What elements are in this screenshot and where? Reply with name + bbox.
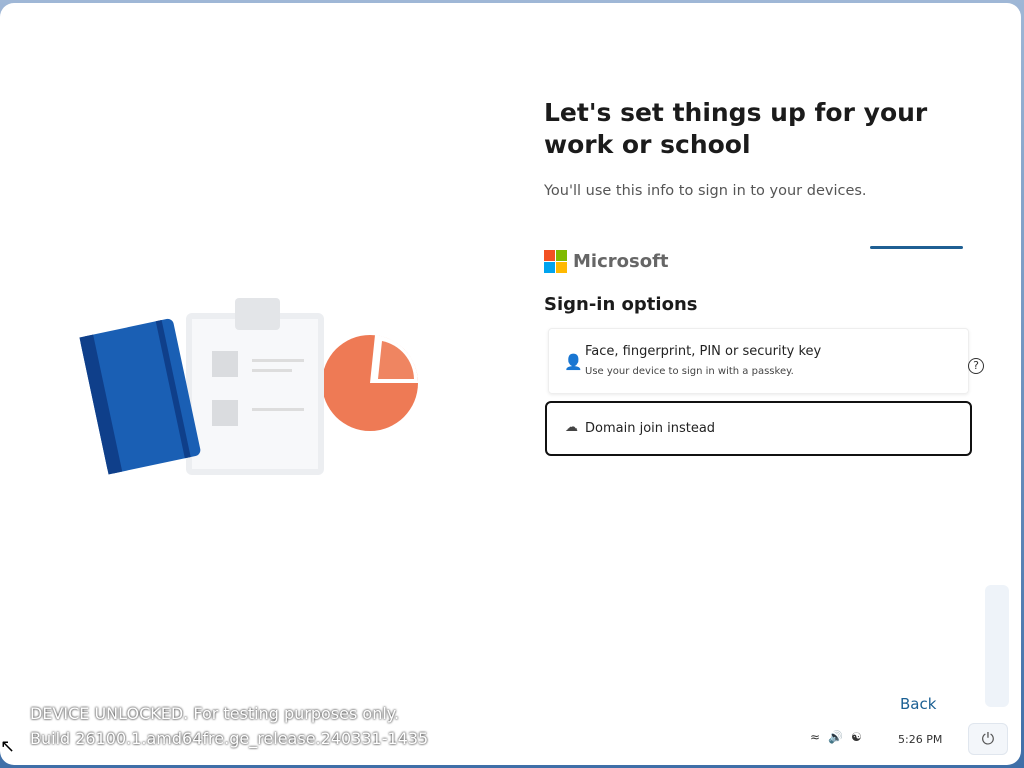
watermark-line1: DEVICE UNLOCKED. For testing purposes on… — [30, 704, 400, 723]
accessibility-icon[interactable]: ☯ — [851, 730, 862, 744]
volume-icon[interactable]: 🔊 — [828, 730, 844, 744]
clipboard-illustration — [186, 298, 324, 475]
side-panel — [985, 585, 1009, 707]
system-tray: ≈ 🔊 ☯ — [810, 730, 862, 744]
microsoft-logo: Microsoft — [544, 250, 669, 273]
pie-chart-illustration — [322, 335, 419, 431]
help-icon[interactable]: ? — [968, 358, 984, 374]
back-button[interactable]: Back — [900, 695, 937, 713]
notebook-illustration — [79, 318, 201, 475]
passkey-user-icon: 👤 — [564, 353, 583, 371]
passkey-option[interactable]: 👤 Face, fingerprint, PIN or security key… — [548, 328, 969, 394]
cloud-domain-icon: ☁ — [565, 420, 578, 435]
progress-indicator — [870, 246, 963, 249]
page-subtitle: You'll use this info to sign in to your … — [544, 183, 867, 199]
watermark-line2: Build 26100.1.amd64fre.ge_release.240331… — [30, 729, 429, 748]
domain-join-option[interactable]: ☁ Domain join instead — [545, 401, 972, 456]
oobe-window: Let's set things up for your work or sch… — [0, 3, 1021, 765]
signin-options-heading: Sign-in options — [544, 294, 698, 315]
clock: 5:26 PM — [898, 733, 943, 746]
page-title: Let's set things up for your work or sch… — [544, 98, 928, 159]
power-icon[interactable]: ⏻ — [968, 723, 1008, 755]
wifi-icon[interactable]: ≈ — [810, 730, 821, 744]
illustration — [79, 298, 419, 475]
mouse-cursor-icon: ↖ — [0, 736, 16, 757]
